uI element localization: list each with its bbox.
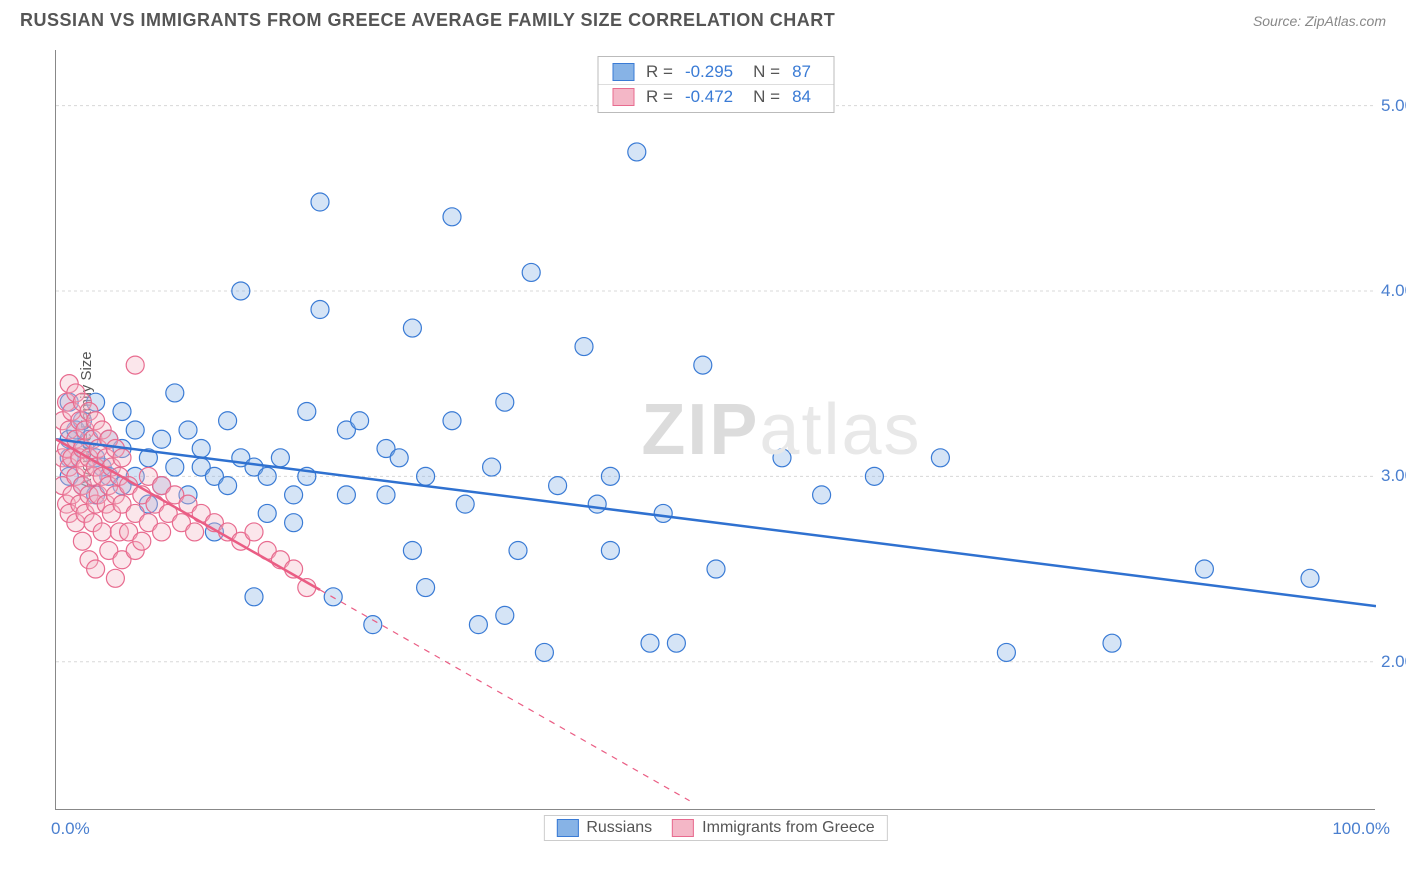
legend-item-russians: Russians — [556, 819, 652, 837]
chart-container: RUSSIAN VS IMMIGRANTS FROM GREECE AVERAG… — [0, 0, 1406, 892]
y-tick-label: 5.00 — [1369, 96, 1406, 116]
y-tick-label: 3.00 — [1369, 466, 1406, 486]
swatch-greece — [612, 88, 634, 106]
header: RUSSIAN VS IMMIGRANTS FROM GREECE AVERAG… — [0, 0, 1406, 36]
scatter-svg — [56, 50, 1376, 810]
y-tick-label: 2.00 — [1369, 652, 1406, 672]
legend-swatch-greece — [672, 819, 694, 837]
legend-swatch-russians — [556, 819, 578, 837]
plot-area: ZIPatlas R = -0.295 N = 87 R = -0.472 N … — [55, 50, 1375, 810]
x-tick-left: 0.0% — [51, 819, 90, 839]
stats-row-russians: R = -0.295 N = 87 — [598, 60, 833, 84]
y-tick-label: 4.00 — [1369, 281, 1406, 301]
x-tick-right: 100.0% — [1332, 819, 1390, 839]
stats-row-greece: R = -0.472 N = 84 — [598, 84, 833, 109]
stats-legend-box: R = -0.295 N = 87 R = -0.472 N = 84 — [597, 56, 834, 113]
source-attribution: Source: ZipAtlas.com — [1253, 13, 1386, 29]
chart-title: RUSSIAN VS IMMIGRANTS FROM GREECE AVERAG… — [20, 10, 835, 31]
legend-item-greece: Immigrants from Greece — [672, 819, 874, 837]
swatch-russians — [612, 63, 634, 81]
bottom-legend: Russians Immigrants from Greece — [543, 815, 887, 841]
